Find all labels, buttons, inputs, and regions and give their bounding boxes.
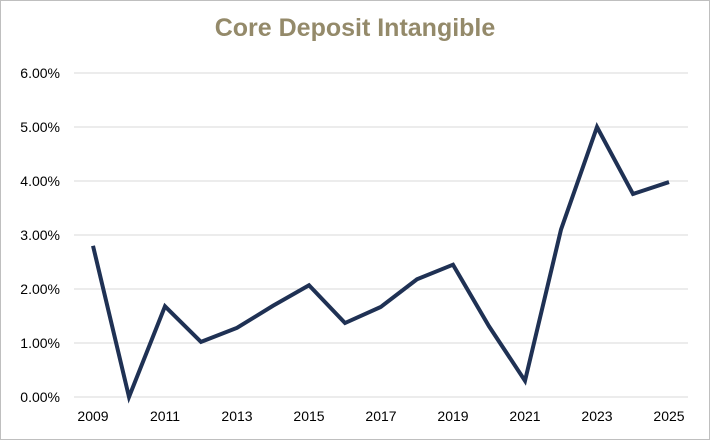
x-tick-label: 2013 — [221, 408, 252, 424]
y-tick-label: 6.00% — [20, 65, 60, 81]
y-tick-label: 4.00% — [20, 173, 60, 189]
x-tick-label: 2011 — [150, 408, 180, 424]
x-tick-label: 2019 — [437, 408, 468, 424]
chart-title: Core Deposit Intangible — [214, 14, 496, 42]
y-tick-label: 0.00% — [20, 389, 60, 405]
y-tick-label: 2.00% — [20, 281, 60, 297]
gridlines — [74, 72, 688, 398]
series-group — [91, 122, 670, 404]
x-tick-label: 2023 — [581, 408, 612, 424]
y-tick-label: 1.00% — [20, 335, 60, 351]
x-tick-label: 2025 — [653, 408, 684, 424]
x-tick-label: 2009 — [77, 408, 108, 424]
x-tick-label: 2017 — [365, 408, 396, 424]
y-axis-ticks: 0.00% 1.00% 2.00% 3.00% 4.00% 5.00% 6.00% — [20, 65, 60, 405]
series-line — [91, 122, 670, 404]
x-tick-label: 2015 — [293, 408, 324, 424]
x-tick-label: 2021 — [509, 408, 540, 424]
y-tick-label: 3.00% — [20, 227, 60, 243]
y-tick-label: 5.00% — [20, 119, 60, 135]
x-axis-ticks: 2009 2011 2013 2015 2017 2019 2021 2023 2025 — [77, 408, 684, 424]
